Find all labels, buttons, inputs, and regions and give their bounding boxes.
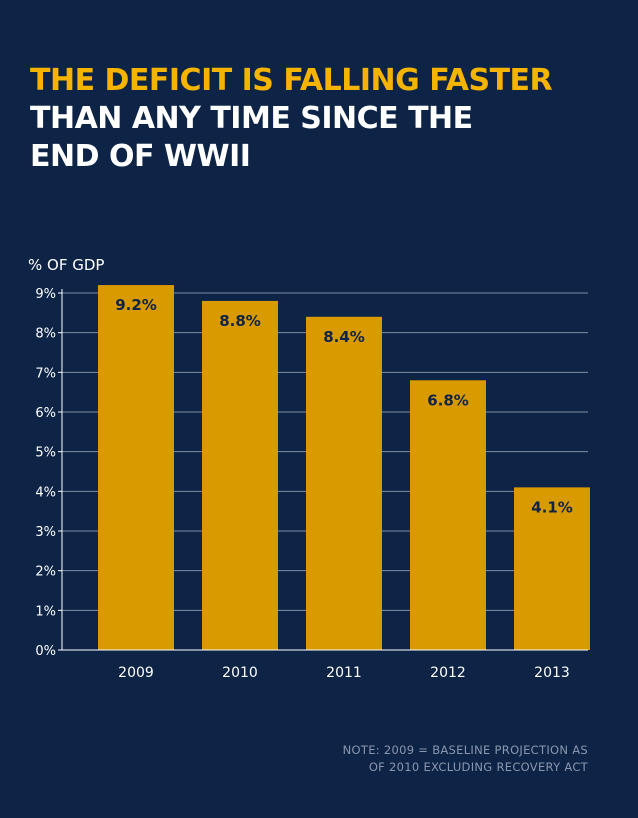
x-tick-label: 2010 <box>222 665 258 681</box>
y-tick-label: 6% <box>35 406 56 421</box>
y-tick-label: 5% <box>35 446 56 461</box>
bar-2011 <box>306 316 382 650</box>
bar-2013 <box>514 487 590 650</box>
chart-title: THE DEFICIT IS FALLING FASTER THAN ANY T… <box>30 62 630 176</box>
y-axis-ticks: 0% 1% 2% 3% 4% 5% 6% 7% 8% 9% <box>35 287 62 659</box>
title-line-1: THE DEFICIT IS FALLING FASTER <box>30 63 553 98</box>
y-tick-label: 0% <box>35 644 56 659</box>
data-labels: 9.2% 8.8% 8.4% 6.8% 4.1% <box>115 296 573 516</box>
y-tick-label: 2% <box>35 565 56 580</box>
x-tick-label: 2012 <box>430 665 466 681</box>
y-tick-label: 9% <box>35 287 56 302</box>
y-tick-label: 4% <box>35 485 56 500</box>
x-axis-ticks: 2009 2010 2011 2012 2013 <box>118 665 570 681</box>
bar-2010 <box>202 300 278 650</box>
title-line-2: THAN ANY TIME SINCE THE <box>30 101 473 136</box>
y-axis-label: % OF GDP <box>28 256 104 274</box>
footnote-line-2: OF 2010 EXCLUDING RECOVERY ACT <box>368 760 588 774</box>
y-tick-label: 8% <box>35 327 56 342</box>
footnote-line-1: NOTE: 2009 = BASELINE PROJECTION AS <box>342 743 588 757</box>
data-label: 8.4% <box>323 328 365 346</box>
title-line-3: END OF WWII <box>30 139 251 174</box>
bar-2012 <box>410 380 486 650</box>
y-tick-label: 3% <box>35 525 56 540</box>
data-label: 8.8% <box>219 312 261 330</box>
footnote: NOTE: 2009 = BASELINE PROJECTION AS OF 2… <box>343 742 588 776</box>
x-tick-label: 2011 <box>326 665 362 681</box>
y-tick-label: 7% <box>35 366 56 381</box>
bars <box>98 285 590 650</box>
x-tick-label: 2009 <box>118 665 154 681</box>
bar-2009 <box>98 285 174 650</box>
x-tick-label: 2013 <box>534 665 570 681</box>
data-label: 4.1% <box>531 498 573 516</box>
data-label: 6.8% <box>427 391 469 409</box>
y-tick-label: 1% <box>35 604 56 619</box>
data-label: 9.2% <box>115 296 157 314</box>
